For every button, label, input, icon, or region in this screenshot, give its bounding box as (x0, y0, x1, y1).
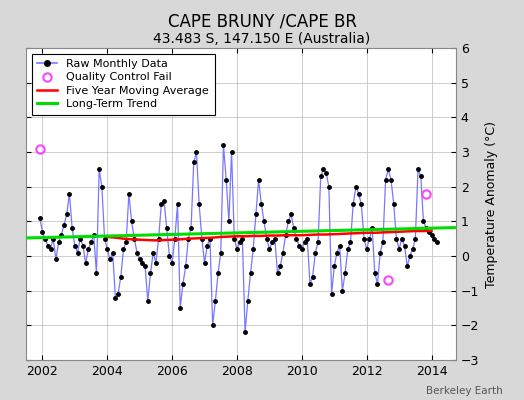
Y-axis label: Temperature Anomaly (°C): Temperature Anomaly (°C) (485, 120, 498, 288)
Text: Berkeley Earth: Berkeley Earth (427, 386, 503, 396)
Text: 43.483 S, 147.150 E (Australia): 43.483 S, 147.150 E (Australia) (154, 32, 370, 46)
Text: CAPE BRUNY /CAPE BR: CAPE BRUNY /CAPE BR (168, 12, 356, 30)
Legend: Raw Monthly Data, Quality Control Fail, Five Year Moving Average, Long-Term Tren: Raw Monthly Data, Quality Control Fail, … (32, 54, 214, 115)
